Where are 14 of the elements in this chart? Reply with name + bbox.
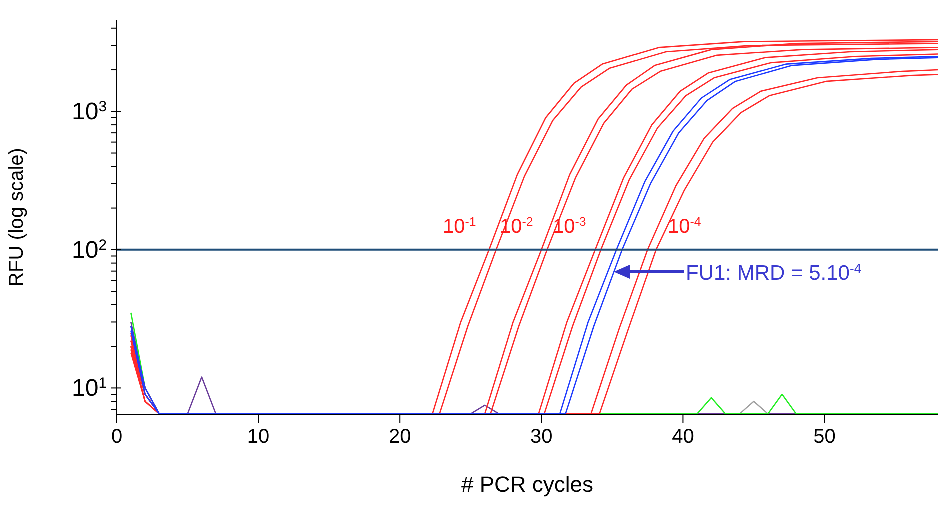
annotation: FU1: MRD = 5.10$^{-4}$ [686, 260, 862, 285]
annotation: 10$^{-1}$ [443, 215, 476, 238]
y-tick-label: 10$^{1}$ [72, 375, 107, 402]
x-tick-label: 10 [247, 426, 270, 448]
y-axis-title: RFU (log scale) [6, 148, 28, 287]
annotation: 10$^{-4}$ [668, 215, 702, 238]
x-tick-label: 20 [388, 426, 412, 448]
y-tick-label: 10$^{3}$ [72, 98, 107, 126]
x-tick-label: 0 [111, 426, 123, 448]
y-tick-label: 10$^{2}$ [72, 236, 107, 264]
x-tick-label: 30 [530, 426, 553, 448]
x-axis-title: # PCR cycles [461, 472, 594, 497]
x-tick-label: 50 [814, 426, 836, 448]
x-tick-label: 40 [672, 426, 694, 448]
